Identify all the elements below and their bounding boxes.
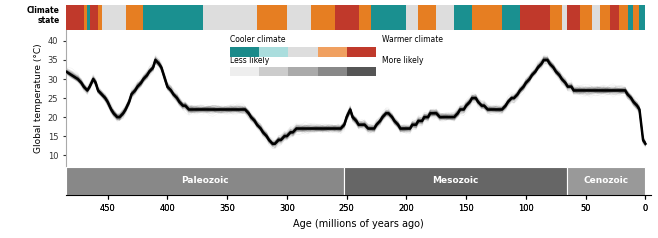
- Bar: [191, 5, 203, 30]
- Bar: [275, 5, 287, 30]
- Bar: [592, 5, 600, 30]
- Bar: [619, 5, 628, 30]
- Bar: [359, 5, 370, 30]
- Bar: [101, 5, 110, 30]
- Text: Cenozoic: Cenozoic: [584, 176, 628, 185]
- Bar: [580, 5, 592, 30]
- Bar: [221, 5, 239, 30]
- Bar: [567, 167, 645, 195]
- Bar: [93, 5, 98, 30]
- X-axis label: Age (millions of years ago): Age (millions of years ago): [293, 219, 424, 229]
- Bar: [126, 5, 132, 30]
- Bar: [520, 5, 538, 30]
- Bar: [311, 5, 335, 30]
- Bar: [550, 5, 562, 30]
- Bar: [634, 5, 640, 30]
- Bar: [567, 5, 580, 30]
- Bar: [640, 5, 645, 30]
- Bar: [436, 5, 454, 30]
- Bar: [418, 5, 436, 30]
- Bar: [167, 5, 180, 30]
- Bar: [344, 167, 567, 195]
- Text: Mesozoic: Mesozoic: [432, 176, 478, 185]
- Bar: [120, 5, 126, 30]
- Y-axis label: Global temperature (°C): Global temperature (°C): [34, 43, 43, 153]
- Bar: [110, 5, 120, 30]
- Bar: [143, 5, 149, 30]
- Bar: [628, 5, 634, 30]
- Text: Less likely: Less likely: [230, 55, 269, 64]
- Bar: [407, 5, 418, 30]
- Bar: [89, 5, 93, 30]
- Bar: [203, 5, 221, 30]
- Bar: [388, 5, 407, 30]
- Bar: [562, 5, 567, 30]
- Bar: [490, 5, 502, 30]
- Bar: [609, 5, 619, 30]
- Bar: [149, 5, 167, 30]
- Bar: [180, 5, 191, 30]
- Text: Warmer climate: Warmer climate: [382, 35, 443, 44]
- Bar: [538, 5, 550, 30]
- Bar: [344, 5, 359, 30]
- Bar: [502, 5, 520, 30]
- Bar: [600, 5, 609, 30]
- Text: Cooler climate: Cooler climate: [230, 35, 286, 44]
- Bar: [66, 5, 84, 30]
- Bar: [454, 5, 472, 30]
- Text: Paleozoic: Paleozoic: [181, 176, 229, 185]
- Bar: [472, 5, 490, 30]
- Bar: [287, 5, 311, 30]
- Bar: [88, 5, 89, 30]
- Text: Climate
state: Climate state: [27, 6, 60, 25]
- Bar: [370, 5, 388, 30]
- Bar: [132, 5, 143, 30]
- Bar: [257, 5, 275, 30]
- Text: More likely: More likely: [382, 55, 424, 64]
- Bar: [239, 5, 257, 30]
- Bar: [335, 5, 344, 30]
- Bar: [66, 167, 344, 195]
- Bar: [84, 5, 88, 30]
- Bar: [98, 5, 101, 30]
